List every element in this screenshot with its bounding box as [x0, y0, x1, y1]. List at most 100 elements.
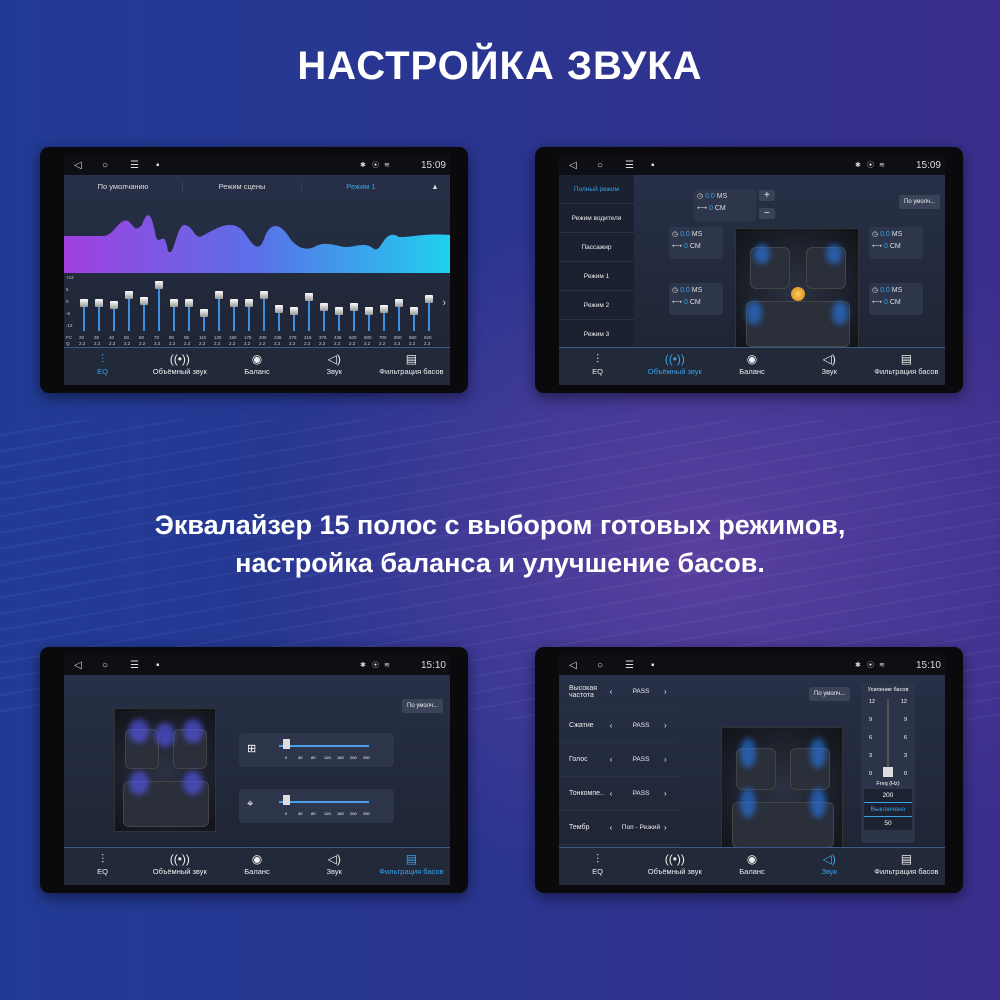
- menu-icon[interactable]: ☰: [130, 159, 139, 171]
- nav-item-2[interactable]: ◉ Баланс: [218, 848, 295, 885]
- nav-item-3[interactable]: ◁) Звук: [791, 848, 868, 885]
- speaker-delay-box[interactable]: ◷ 0.0 MS ⟷ 0 CM: [669, 283, 723, 315]
- nav-item-3[interactable]: ◁) Звук: [296, 848, 373, 885]
- nav-item-4[interactable]: ▤ Фильтрация басов: [868, 348, 945, 385]
- nav-item-1[interactable]: ((•)) Объёмный звук: [141, 348, 218, 385]
- home-icon[interactable]: ○: [102, 659, 109, 671]
- increase-button[interactable]: +: [759, 190, 775, 201]
- reset-default-button[interactable]: По умолч...: [402, 699, 444, 713]
- eq-slider-knob[interactable]: [260, 291, 268, 299]
- nav-item-4[interactable]: ▤ Фильтрация басов: [868, 848, 945, 885]
- freq-selector[interactable]: 200 Выключено 50: [864, 789, 912, 830]
- next-option-button[interactable]: ›: [664, 721, 667, 730]
- prev-option-button[interactable]: ‹: [609, 687, 613, 696]
- nav-item-0[interactable]: ⫶ EQ: [64, 348, 141, 385]
- listening-position-handle[interactable]: [791, 287, 805, 301]
- nav-item-0[interactable]: ⫶ EQ: [64, 848, 141, 885]
- home-icon[interactable]: ○: [102, 159, 109, 171]
- eq-slider-knob[interactable]: [125, 291, 133, 299]
- eq-slider-knob[interactable]: [200, 309, 208, 317]
- subwoofer-slider[interactable]: ⌖ 0 40 80 120 160 200 250: [239, 789, 394, 823]
- nav-item-3[interactable]: ◁) Звук: [296, 348, 373, 385]
- tab-scene-mode[interactable]: Режим сцены: [183, 181, 302, 191]
- next-option-button[interactable]: ›: [664, 823, 667, 832]
- eq-slider-knob[interactable]: [95, 299, 103, 307]
- collapse-icon[interactable]: ▲: [431, 181, 439, 191]
- crossover-slider[interactable]: ⊞ 0 40 80 120 160 200 250: [239, 733, 394, 767]
- slider-knob[interactable]: [283, 739, 290, 749]
- nav-label: Фильтрация басов: [874, 367, 939, 376]
- reset-default-button[interactable]: По умолч...: [809, 687, 851, 701]
- app-icon[interactable]: ▪: [156, 659, 160, 671]
- mode-item[interactable]: Пассажир: [559, 233, 634, 262]
- back-icon[interactable]: ◁: [74, 159, 82, 171]
- back-icon[interactable]: ◁: [569, 159, 577, 171]
- eq-slider-knob[interactable]: [170, 299, 178, 307]
- nav-item-0[interactable]: ⫶ EQ: [559, 348, 636, 385]
- reset-default-button[interactable]: По умолч...: [899, 195, 941, 209]
- nav-item-1[interactable]: ((•)) Объёмный звук: [141, 848, 218, 885]
- mode-item[interactable]: Режим 2: [559, 291, 634, 320]
- nav-item-2[interactable]: ◉ Баланс: [218, 348, 295, 385]
- next-page-icon[interactable]: ›: [442, 297, 446, 309]
- eq-slider-knob[interactable]: [410, 307, 418, 315]
- eq-slider-knob[interactable]: [215, 291, 223, 299]
- next-option-button[interactable]: ›: [664, 755, 667, 764]
- next-option-button[interactable]: ›: [664, 789, 667, 798]
- eq-slider-knob[interactable]: [380, 305, 388, 313]
- speaker-delay-box[interactable]: ◷ 0.0 MS ⟷ 0 CM: [869, 283, 923, 315]
- app-icon[interactable]: ▪: [651, 159, 655, 171]
- eq-slider-knob[interactable]: [425, 295, 433, 303]
- menu-icon[interactable]: ☰: [130, 659, 139, 671]
- speaker-delay-box[interactable]: ◷ 0.0 MS ⟷ 0 CM: [669, 227, 723, 259]
- eq-slider-knob[interactable]: [110, 301, 118, 309]
- tab-default[interactable]: По умолчанию: [64, 181, 183, 191]
- nav-item-0[interactable]: ⫶ EQ: [559, 848, 636, 885]
- nav-item-2[interactable]: ◉ Баланс: [713, 348, 790, 385]
- prev-option-button[interactable]: ‹: [609, 789, 613, 798]
- tab-mode-1[interactable]: Режим 1: [346, 181, 376, 191]
- eq-slider-knob[interactable]: [290, 307, 298, 315]
- prev-option-button[interactable]: ‹: [609, 721, 613, 730]
- home-icon[interactable]: ○: [597, 659, 604, 671]
- next-option-button[interactable]: ›: [664, 687, 667, 696]
- home-icon[interactable]: ○: [597, 159, 604, 171]
- eq-slider-knob[interactable]: [365, 307, 373, 315]
- prev-option-button[interactable]: ‹: [609, 755, 613, 764]
- mode-item[interactable]: Полный режим: [559, 175, 634, 204]
- eq-slider-knob[interactable]: [395, 299, 403, 307]
- mode-item[interactable]: Режим 1: [559, 262, 634, 291]
- eq-slider-knob[interactable]: [245, 299, 253, 307]
- back-icon[interactable]: ◁: [569, 659, 577, 671]
- back-icon[interactable]: ◁: [74, 659, 82, 671]
- mode-item[interactable]: Режим 3: [559, 320, 634, 349]
- nav-item-1[interactable]: ((•)) Объёмный звук: [636, 348, 713, 385]
- eq-band-q: 2.2: [154, 341, 161, 346]
- prev-option-button[interactable]: ‹: [609, 823, 613, 832]
- nav-item-4[interactable]: ▤ Фильтрация басов: [373, 848, 450, 885]
- slider-knob[interactable]: [283, 795, 290, 805]
- nav-label: Фильтрация басов: [874, 867, 939, 876]
- nav-item-2[interactable]: ◉ Баланс: [713, 848, 790, 885]
- nav-item-4[interactable]: ▤ Фильтрация басов: [373, 348, 450, 385]
- menu-icon[interactable]: ☰: [625, 159, 634, 171]
- menu-icon[interactable]: ☰: [625, 659, 634, 671]
- eq-slider-knob[interactable]: [350, 303, 358, 311]
- mode-item[interactable]: Режим водителя: [559, 204, 634, 233]
- app-icon[interactable]: ▪: [651, 659, 655, 671]
- eq-slider-knob[interactable]: [275, 305, 283, 313]
- eq-slider-knob[interactable]: [335, 307, 343, 315]
- app-icon[interactable]: ▪: [156, 159, 160, 171]
- eq-slider-knob[interactable]: [80, 299, 88, 307]
- eq-slider-knob[interactable]: [155, 281, 163, 289]
- speaker-delay-box[interactable]: ◷ 0.0 MS ⟷ 0 CM: [869, 227, 923, 259]
- nav-item-3[interactable]: ◁) Звук: [791, 348, 868, 385]
- nav-item-1[interactable]: ((•)) Объёмный звук: [636, 848, 713, 885]
- eq-slider-knob[interactable]: [305, 293, 313, 301]
- eq-slider-knob[interactable]: [230, 299, 238, 307]
- bass-boost-knob[interactable]: [883, 767, 893, 777]
- decrease-button[interactable]: −: [759, 208, 775, 219]
- eq-slider-knob[interactable]: [140, 297, 148, 305]
- eq-slider-knob[interactable]: [320, 303, 328, 311]
- eq-slider-knob[interactable]: [185, 299, 193, 307]
